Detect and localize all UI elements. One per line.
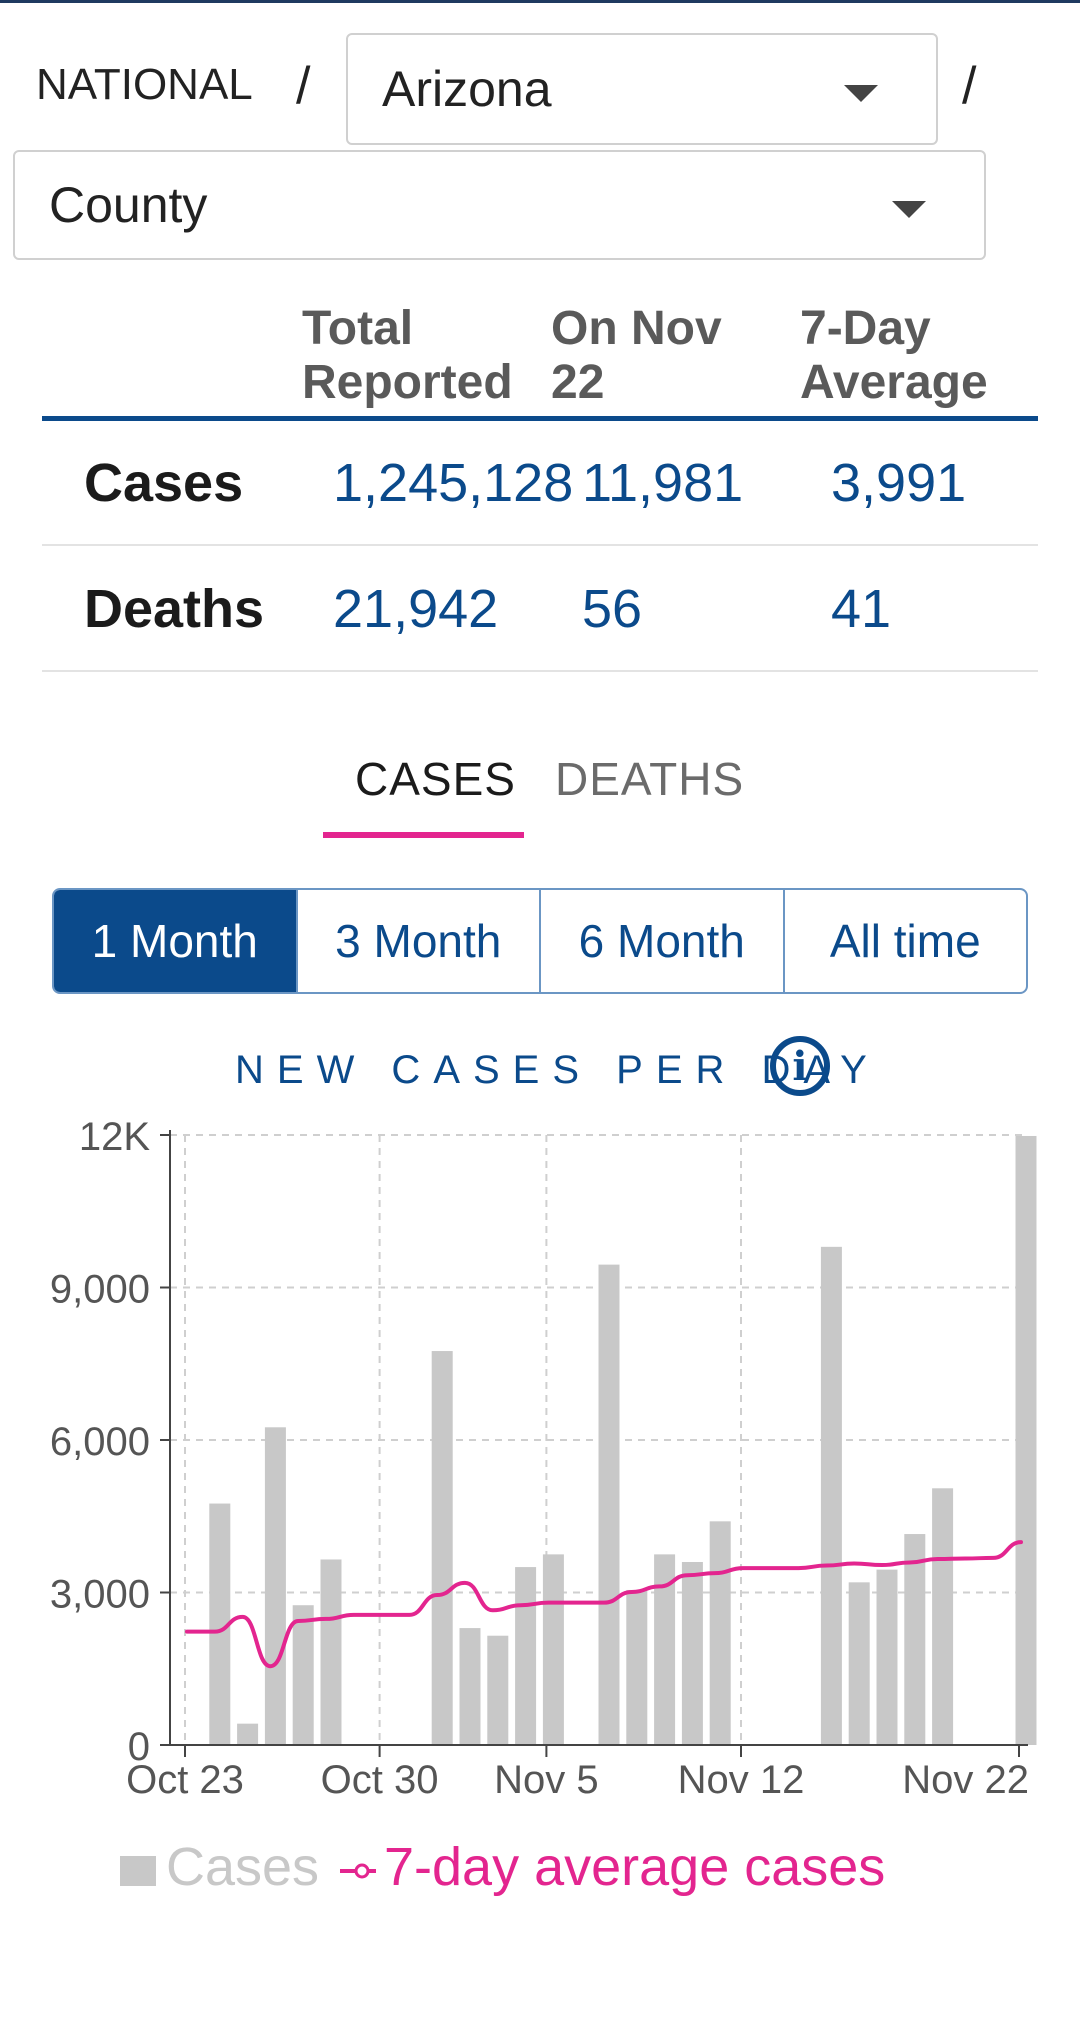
x-tick-label: Nov 22 bbox=[902, 1758, 1029, 1802]
tab-cases-underline bbox=[323, 832, 524, 838]
new-cases-chart: 0 3,000 6,000 9,000 12K Oct 23 Oct 30 Nov 5 Nov … bbox=[50, 1120, 1037, 1802]
row-label-deaths: Deaths bbox=[84, 579, 265, 639]
header-seven-day-average: 7-Day Average bbox=[800, 302, 988, 409]
bar bbox=[681, 1562, 703, 1745]
bar bbox=[848, 1582, 870, 1745]
x-tick-label: Oct 23 bbox=[126, 1758, 244, 1802]
deaths-seven-day-average: 41 bbox=[831, 579, 892, 639]
bar bbox=[904, 1534, 926, 1745]
bar bbox=[320, 1559, 342, 1745]
breadcrumb-separator: / bbox=[296, 57, 311, 115]
deaths-total: 21,942 bbox=[333, 579, 499, 639]
county-select-value: County bbox=[49, 177, 208, 233]
range-3-month-button[interactable]: 3 Month bbox=[298, 890, 541, 992]
time-range-selector: 1 Month 3 Month 6 Month All time bbox=[52, 888, 1028, 994]
bar bbox=[598, 1264, 620, 1745]
breadcrumb-national[interactable]: NATIONAL bbox=[36, 60, 253, 109]
bar bbox=[932, 1488, 954, 1745]
table-row-divider bbox=[42, 670, 1038, 672]
bar bbox=[459, 1628, 481, 1745]
y-tick-label: 6,000 bbox=[50, 1420, 150, 1464]
bar bbox=[431, 1351, 453, 1745]
bar bbox=[654, 1554, 676, 1745]
cases-seven-day-average: 3,991 bbox=[831, 453, 967, 513]
legend-seven-day-average[interactable]: 7-day average cases bbox=[338, 1836, 885, 1898]
cases-total: 1,245,128 bbox=[333, 453, 574, 513]
y-tick-label: 3,000 bbox=[50, 1573, 150, 1617]
bar bbox=[209, 1503, 231, 1745]
state-select[interactable]: Arizona bbox=[346, 33, 938, 145]
bar bbox=[264, 1427, 286, 1745]
bar bbox=[515, 1567, 537, 1745]
y-tick-label: 9,000 bbox=[50, 1268, 150, 1312]
chart-title: NEW CASES PER DAY bbox=[235, 1048, 880, 1092]
x-tick-label: Nov 12 bbox=[678, 1758, 805, 1802]
range-6-month-button[interactable]: 6 Month bbox=[541, 890, 785, 992]
bar bbox=[487, 1635, 509, 1745]
bar bbox=[820, 1246, 842, 1745]
breadcrumb-separator: / bbox=[962, 57, 977, 115]
info-icon[interactable]: i bbox=[770, 1036, 830, 1096]
legend-bar-swatch-icon bbox=[120, 1855, 156, 1886]
bar bbox=[876, 1569, 898, 1745]
legend-line-marker-icon bbox=[340, 1863, 376, 1879]
legend-cases[interactable]: Cases bbox=[120, 1836, 319, 1898]
bar bbox=[237, 1723, 259, 1745]
x-tick-label: Nov 5 bbox=[494, 1758, 599, 1802]
x-tick-label: Oct 30 bbox=[321, 1758, 439, 1802]
tab-cases[interactable]: CASES bbox=[355, 753, 516, 805]
header-total-reported: Total Reported bbox=[302, 302, 513, 409]
tab-deaths[interactable]: DEATHS bbox=[555, 753, 745, 805]
y-tick-label: 0 bbox=[128, 1725, 150, 1769]
legend-average-label: 7-day average cases bbox=[384, 1837, 886, 1897]
range-all-time-button[interactable]: All time bbox=[829, 915, 981, 967]
y-tick-label: 12K bbox=[79, 1120, 150, 1159]
range-1-month-button[interactable]: 1 Month bbox=[54, 890, 298, 992]
bar bbox=[709, 1521, 731, 1745]
bar bbox=[626, 1589, 648, 1745]
bar bbox=[1015, 1135, 1037, 1745]
state-select-value: Arizona bbox=[382, 61, 552, 117]
seven-day-average-line bbox=[185, 1540, 1023, 1669]
county-select[interactable]: County bbox=[13, 150, 986, 260]
bar bbox=[542, 1554, 564, 1745]
chevron-down-icon bbox=[844, 85, 878, 102]
top-border bbox=[0, 0, 1080, 3]
table-row-divider bbox=[42, 544, 1038, 546]
chevron-down-icon bbox=[892, 201, 926, 218]
cases-on-day: 11,981 bbox=[582, 453, 744, 513]
deaths-on-day: 56 bbox=[582, 579, 643, 639]
header-on-day: On Nov 22 bbox=[551, 302, 722, 409]
table-header-rule bbox=[42, 416, 1038, 421]
row-label-cases: Cases bbox=[84, 453, 244, 513]
legend-cases-label: Cases bbox=[166, 1837, 320, 1897]
bar bbox=[292, 1605, 314, 1745]
